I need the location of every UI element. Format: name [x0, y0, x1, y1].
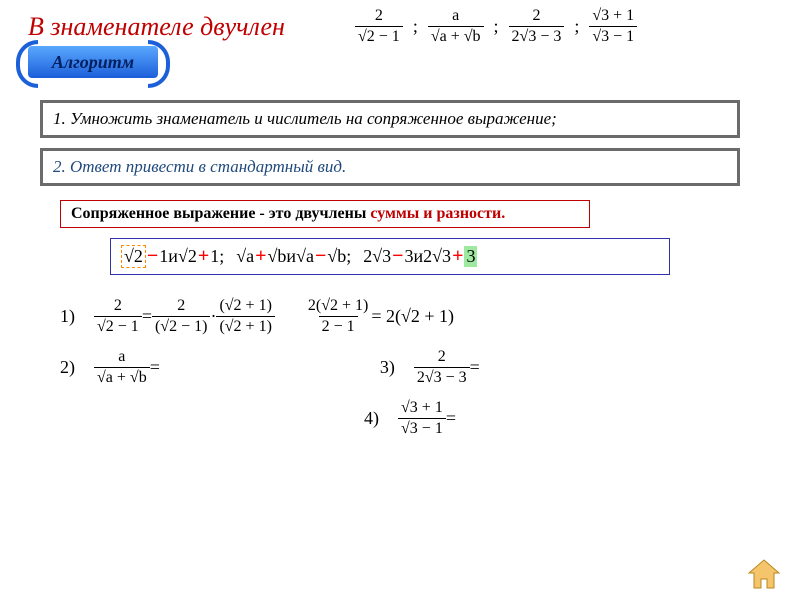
step-1-box: 1. Умножить знаменатель и числитель на с… — [40, 100, 740, 138]
separator: ; — [490, 16, 503, 37]
example-row-23: 2) a √a + √b = 3) 2 2√3 − 3 = — [60, 349, 760, 386]
separator: ; — [409, 16, 422, 37]
frac-1: 2 √2 − 1 — [355, 8, 403, 45]
page-title: В знаменателе двучлен — [28, 12, 285, 42]
header-fractions: 2 √2 − 1 ; a √a + √b ; 2 2√3 − 3 ; √3 + … — [355, 8, 637, 45]
separator: ; — [570, 16, 583, 37]
example-1: 1) 2 √2 − 1 = 2 (√2 − 1) · (√2 + 1) (√2 … — [60, 298, 760, 335]
op-plus-icon: + — [254, 245, 267, 268]
op-minus-icon: − — [146, 245, 159, 268]
conj-pair-3: 2√3−3 и 2√3+3 — [363, 245, 477, 268]
algorithm-badge: Алгоритм — [28, 46, 158, 78]
example-4: 4) √3 + 1 √3 − 1 = — [60, 400, 760, 437]
conj-pair-1: √2−1 и √2+1; — [121, 245, 224, 268]
op-plus-icon: + — [197, 245, 210, 268]
op-minus-icon: − — [314, 245, 327, 268]
frac-4: √3 + 1 √3 − 1 — [589, 8, 637, 45]
frac-2: a √a + √b — [428, 8, 484, 45]
definition-box: Сопряженное выражение - это двучлены сум… — [60, 200, 590, 228]
definition-text-1: Сопряженное выражение - это двучлены — [71, 205, 370, 222]
algorithm-label: Алгоритм — [52, 52, 134, 73]
conj-pair-2: √a+√b и √a−√b; — [236, 245, 351, 268]
op-plus-icon: + — [451, 245, 464, 268]
definition-text-2: суммы и разности. — [370, 205, 505, 222]
examples-area: 1) 2 √2 − 1 = 2 (√2 − 1) · (√2 + 1) (√2 … — [60, 298, 760, 451]
example-3-frac: 2 2√3 − 3 — [414, 349, 470, 386]
home-icon — [746, 558, 782, 590]
frac-3: 2 2√3 − 3 — [509, 8, 565, 45]
step-2-box: 2. Ответ привести в стандартный вид. — [40, 148, 740, 186]
conjugate-box: √2−1 и √2+1; √a+√b и √a−√b; 2√3−3 и 2√3+… — [110, 238, 670, 275]
example-2-frac: a √a + √b — [94, 349, 150, 386]
home-button[interactable] — [746, 558, 782, 590]
op-minus-icon: − — [391, 245, 404, 268]
